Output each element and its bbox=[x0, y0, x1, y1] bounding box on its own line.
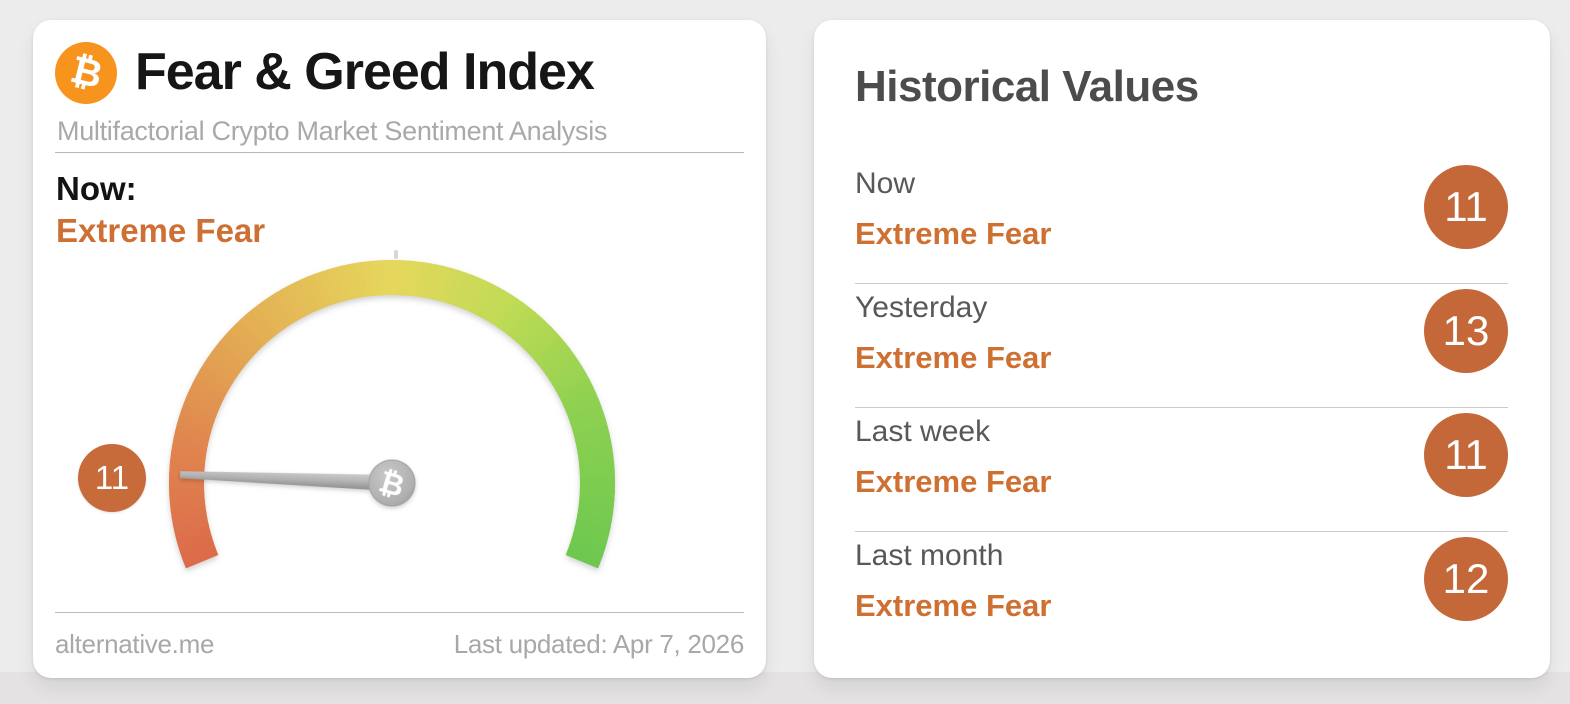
fear-greed-card: ₿ Fear & Greed Index Multifactorial Cryp… bbox=[33, 20, 766, 678]
gauge-top-tick bbox=[394, 250, 398, 259]
row-classification: Extreme Fear bbox=[855, 216, 1052, 251]
card-footer: alternative.me Last updated: Apr 7, 2026 bbox=[55, 612, 744, 660]
row-value-badge: 13 bbox=[1424, 289, 1508, 373]
source-link[interactable]: alternative.me bbox=[55, 629, 215, 659]
page-title: Fear & Greed Index bbox=[135, 43, 595, 102]
historical-row: Last month Extreme Fear 12 bbox=[855, 532, 1508, 656]
page-subtitle: Multifactorial Crypto Market Sentiment A… bbox=[57, 116, 608, 146]
historical-row: Now Extreme Fear 11 bbox=[855, 160, 1508, 284]
historical-row: Yesterday Extreme Fear 13 bbox=[855, 284, 1508, 408]
now-classification: Extreme Fear bbox=[56, 212, 266, 249]
historical-row: Last week Extreme Fear 11 bbox=[855, 408, 1508, 532]
gauge-value-badge: 11 bbox=[78, 444, 146, 512]
row-label: Last month bbox=[855, 539, 1004, 572]
header-divider bbox=[55, 152, 744, 153]
row-classification: Extreme Fear bbox=[855, 588, 1052, 623]
fear-greed-header: ₿ Fear & Greed Index bbox=[55, 42, 595, 104]
row-value-badge: 11 bbox=[1424, 165, 1508, 249]
needle-pointer bbox=[180, 471, 393, 491]
historical-rows: Now Extreme Fear 11 Yesterday Extreme Fe… bbox=[855, 160, 1508, 656]
row-value-badge: 11 bbox=[1424, 413, 1508, 497]
row-label: Now bbox=[855, 167, 916, 200]
row-label: Yesterday bbox=[855, 291, 988, 324]
row-label: Last week bbox=[855, 415, 991, 448]
bitcoin-glyph: ₿ bbox=[65, 48, 107, 98]
historical-values-card: Historical Values Now Extreme Fear 11 Ye… bbox=[814, 20, 1550, 678]
gauge-arc bbox=[169, 260, 615, 569]
now-label: Now: bbox=[56, 170, 137, 207]
historical-values-title: Historical Values bbox=[855, 62, 1199, 111]
row-value-badge: 12 bbox=[1424, 537, 1508, 621]
row-classification: Extreme Fear bbox=[855, 340, 1052, 375]
pivot-bitcoin-glyph: ₿ bbox=[375, 465, 408, 504]
bitcoin-icon: ₿ bbox=[55, 42, 117, 104]
row-classification: Extreme Fear bbox=[855, 464, 1052, 499]
gauge-needle: ₿ bbox=[180, 459, 416, 507]
last-updated-text: Last updated: Apr 7, 2026 bbox=[453, 629, 745, 659]
needle-pivot bbox=[368, 459, 416, 507]
